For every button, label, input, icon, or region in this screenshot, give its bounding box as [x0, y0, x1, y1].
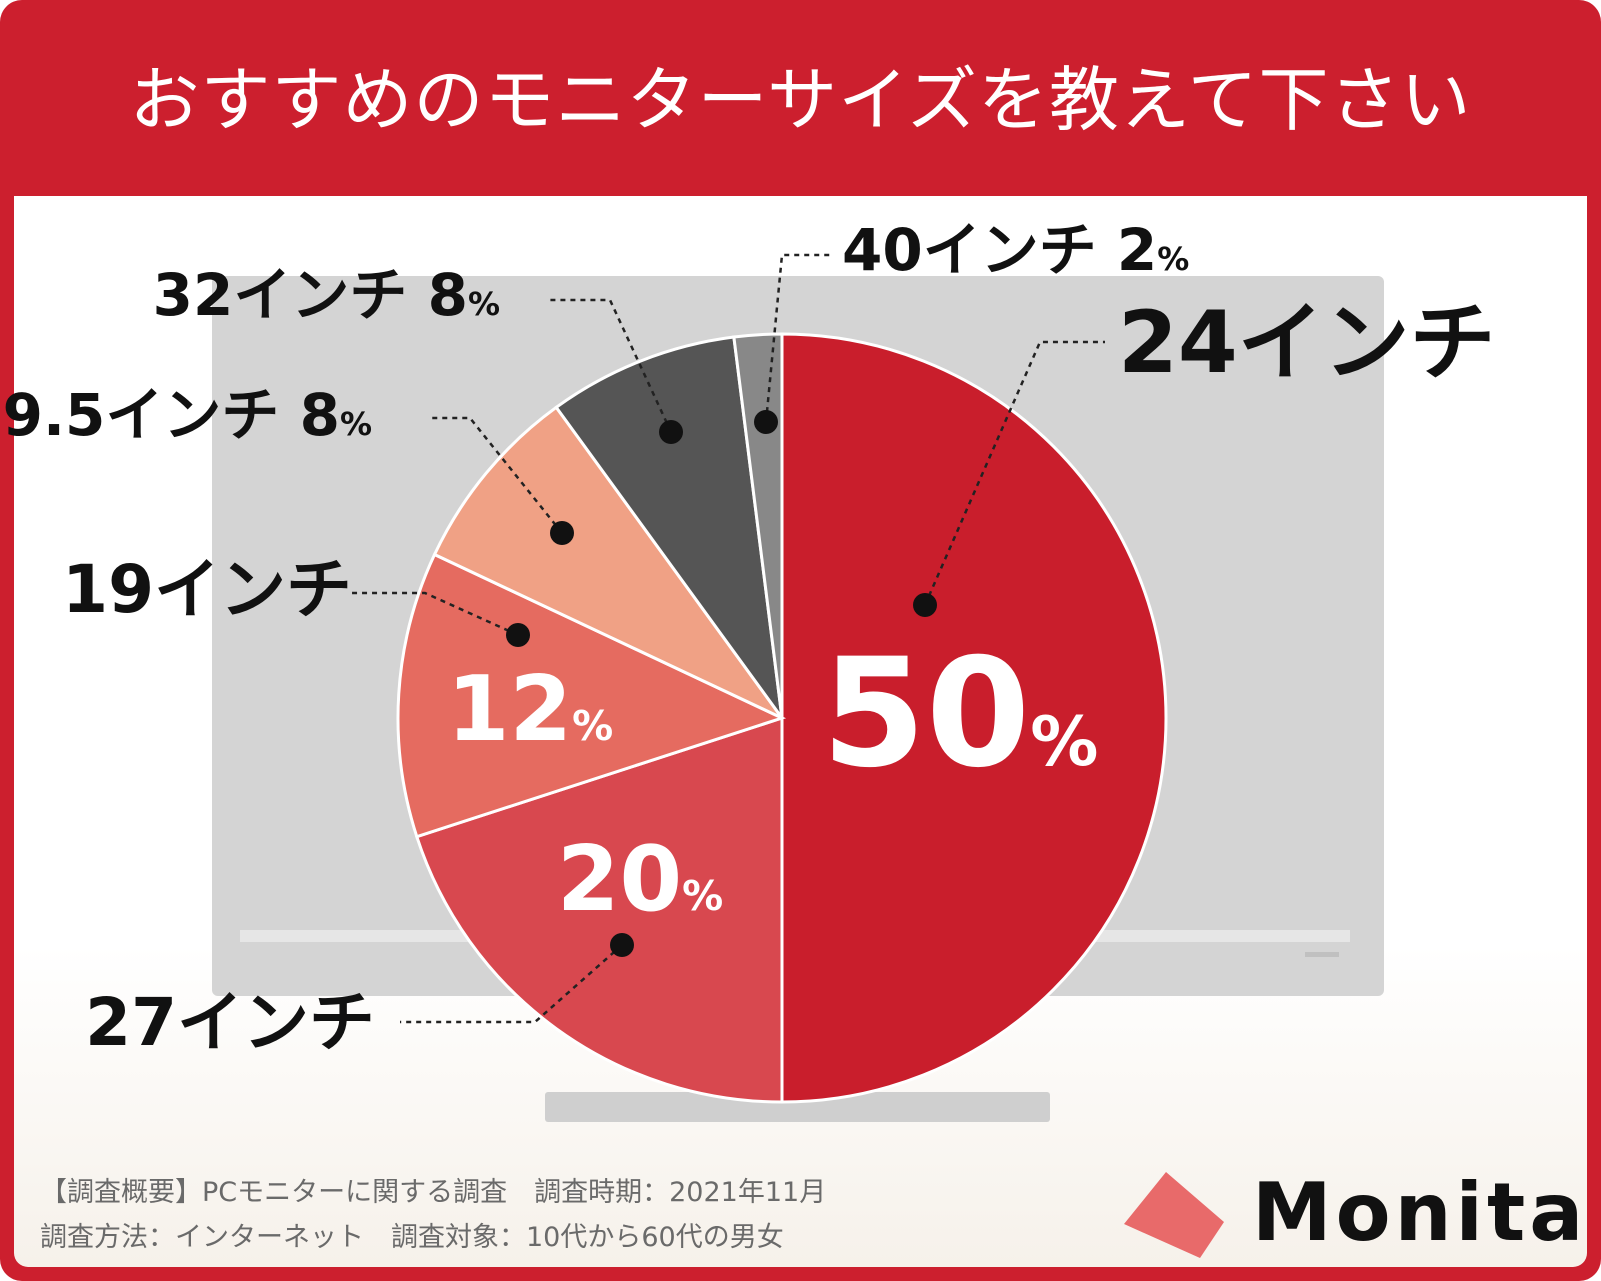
- callout-dot-2: [506, 623, 530, 647]
- slice-label-0: 24インチ: [1118, 293, 1496, 393]
- pie-slice-3: [432, 405, 784, 720]
- slice-label-percent-3: %: [340, 405, 372, 443]
- slice-label-5: 40インチ 2%: [842, 216, 1189, 284]
- chart-title: おすすめのモニターサイズを教えて下さい: [129, 59, 1472, 141]
- slice-label-percent-5: %: [1157, 240, 1189, 278]
- pie-slice-2: [396, 552, 787, 839]
- brand-logo-icon: [1124, 1172, 1224, 1258]
- pie-slice-4: [554, 335, 784, 719]
- leader-line-3: [430, 416, 563, 534]
- leader-line-0: [923, 340, 1105, 606]
- callout-dot-1: [610, 933, 634, 957]
- callout-dot-4: [659, 420, 683, 444]
- slice-label-2: 19インチ: [62, 551, 352, 628]
- pie-slice-0: [780, 332, 1168, 1104]
- slice-value-percent-2: %: [572, 702, 613, 750]
- pie-slice-1: [414, 715, 784, 1104]
- monitor-logo: [1305, 952, 1339, 957]
- callout-dot-0: [913, 593, 937, 617]
- callout-dot-5: [754, 410, 778, 434]
- brand-name: Monita: [1252, 1166, 1588, 1259]
- footnote-survey-method: 調査方法：インターネット 調査対象：10代から60代の男女: [40, 1222, 784, 1253]
- brand-logo-triangle: [1124, 1172, 1224, 1258]
- footnote-survey-overview: 【調査概要】PCモニターに関する調査 調査時期：2021年11月: [40, 1177, 827, 1208]
- slice-value-percent-0: %: [1030, 703, 1098, 782]
- leader-line-2: [352, 591, 519, 637]
- slice-label-1: 27インチ: [85, 984, 375, 1061]
- slice-label-3: 19.5インチ 8%: [0, 381, 372, 449]
- slice-value-percent-1: %: [682, 872, 723, 920]
- slice-label-percent-4: %: [468, 285, 500, 323]
- slice-label-4: 32インチ 8%: [153, 261, 500, 329]
- callout-dot-3: [550, 521, 574, 545]
